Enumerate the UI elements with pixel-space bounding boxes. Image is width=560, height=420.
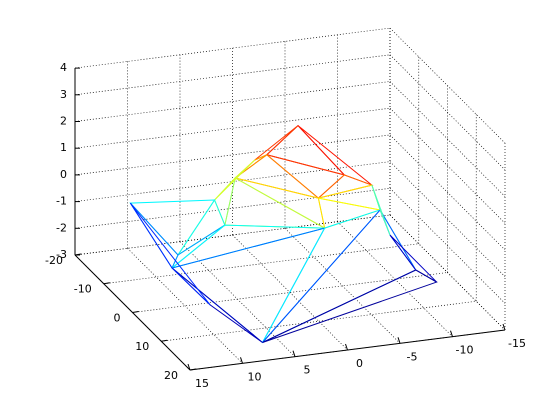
grid-line: [389, 81, 506, 197]
grid-line: [161, 300, 477, 342]
grid-line: [74, 187, 391, 229]
grid-line: [74, 81, 391, 122]
z-tick-label: 0: [60, 168, 67, 181]
mesh-face: [318, 184, 381, 211]
mesh-face: [234, 154, 319, 199]
y-tick-label: -20: [45, 254, 63, 267]
x-tick: [450, 330, 453, 337]
mesh-face: [389, 234, 438, 283]
mesh-face: [262, 209, 417, 343]
y-tick: [103, 282, 110, 285]
x-tick-label: -15: [508, 337, 526, 350]
x-tick: [240, 357, 243, 364]
mesh-face: [297, 125, 373, 186]
mesh-face: [254, 125, 299, 161]
x-tick-label: -5: [407, 350, 418, 363]
mesh-face: [129, 202, 211, 306]
grid-line: [74, 214, 391, 256]
grid-line: [74, 27, 391, 69]
y-tick-label: -10: [74, 283, 92, 296]
y-tick: [161, 339, 168, 342]
z-tick-label: 1: [60, 141, 67, 154]
grid-line: [74, 107, 391, 149]
y-tick-label: 10: [135, 340, 149, 353]
grid-line: [389, 134, 506, 251]
z-tick-label: 3: [60, 88, 67, 101]
grid-line: [389, 107, 506, 224]
z-tick-label: -2: [56, 221, 67, 234]
y-tick-label: 20: [164, 369, 178, 382]
mesh-face: [213, 176, 237, 227]
mesh-face: [262, 269, 438, 343]
mesh-face: [266, 154, 346, 199]
x-tick-label: -10: [456, 344, 474, 357]
grid-line: [127, 248, 243, 364]
z-tick-label: 2: [60, 114, 67, 127]
grid-line: [74, 134, 391, 176]
y-tick: [74, 253, 82, 256]
mesh-face: [177, 198, 226, 256]
grid-line: [132, 272, 448, 313]
grid-line: [103, 243, 419, 285]
grid-line: [389, 161, 506, 277]
mesh-face: [379, 209, 417, 271]
y-tick-label: 0: [114, 311, 121, 324]
x-tick: [187, 363, 191, 371]
grid-line: [284, 228, 401, 344]
x-tick-label: 10: [248, 370, 262, 383]
z-tick-label: 4: [60, 61, 67, 74]
grid-line: [74, 54, 391, 96]
mesh-face: [214, 159, 256, 201]
grid-line: [389, 188, 506, 304]
x-tick: [397, 337, 401, 344]
x-tick-label: 5: [304, 364, 311, 377]
z-tick-label: -1: [56, 195, 67, 208]
z-tick-label: -3: [56, 248, 67, 261]
x-tick: [502, 323, 506, 331]
x-tick: [345, 343, 348, 351]
mesh-face: [129, 199, 216, 256]
mesh-face: [371, 184, 391, 236]
grid-line: [389, 27, 506, 144]
y-tick: [189, 368, 197, 371]
x-tick: [292, 350, 296, 357]
y-tick: [132, 311, 139, 313]
grid-line: [389, 54, 506, 171]
x-tick-label: 0: [356, 357, 363, 370]
mesh-face: [171, 267, 263, 343]
x-tick-label: 15: [195, 377, 209, 390]
